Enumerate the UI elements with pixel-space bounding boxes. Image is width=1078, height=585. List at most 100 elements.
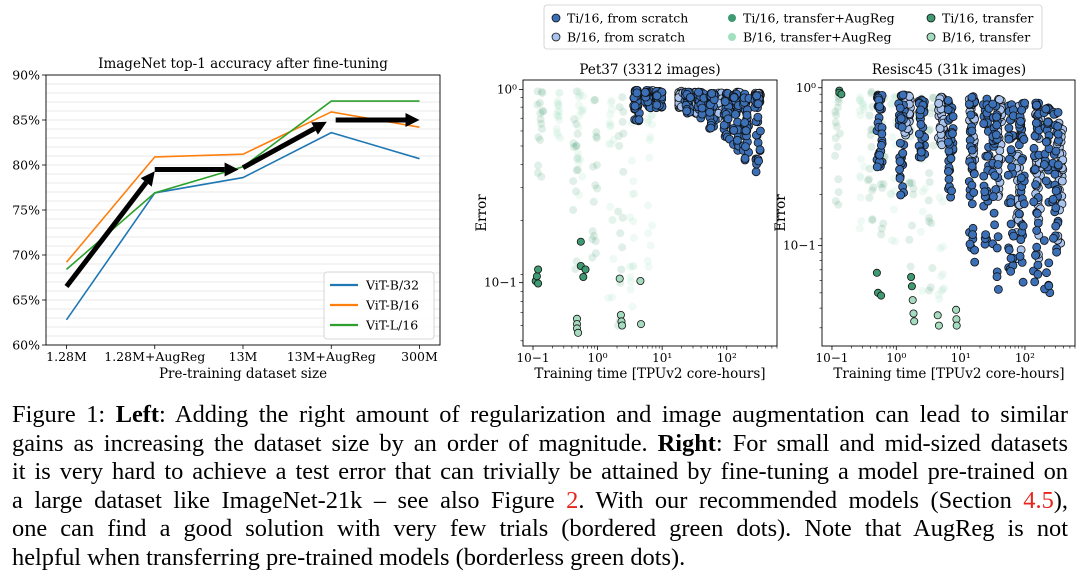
point-ti-16-from-scratch xyxy=(1019,199,1029,209)
caption-text: it is very hard to achieve a test error … xyxy=(12,458,1068,486)
point-ti-16-transfer-augreg xyxy=(589,197,598,206)
point-b-16-transfer-augreg xyxy=(573,148,582,157)
point-b-16-transfer-augreg xyxy=(645,153,654,162)
point-ti-16-from-scratch xyxy=(634,115,644,125)
point-ti-16-from-scratch xyxy=(740,153,750,163)
x-tick-label: 10² xyxy=(1015,351,1035,365)
point-b-16-transfer-augreg xyxy=(578,172,587,181)
legend-label: B/16, transfer+AugReg xyxy=(743,30,892,45)
point-b-16-transfer-augreg xyxy=(608,105,616,114)
point-ti-16-transfer-augreg xyxy=(866,131,875,140)
point-b-16-transfer-augreg xyxy=(575,112,583,121)
point-ti-16-transfer-augreg xyxy=(868,216,877,225)
point-ti-16-transfer-augreg xyxy=(925,178,934,187)
point-b-16-transfer-augreg xyxy=(856,96,864,105)
point-ti-16-from-scratch xyxy=(967,180,977,190)
point-ti-16-from-scratch xyxy=(965,239,975,249)
point-b-16-transfer-augreg xyxy=(629,217,638,226)
point-ti-16-transfer xyxy=(907,282,916,291)
point-b-16-transfer-augreg xyxy=(938,285,947,294)
point-ti-16-from-scratch xyxy=(875,102,884,111)
figure: ImageNet top-1 accuracy after fine-tunin… xyxy=(12,4,1076,382)
point-b-16-transfer-augreg xyxy=(887,190,896,199)
point-ti-16-transfer-augreg xyxy=(591,95,600,104)
point-b-16-transfer-augreg xyxy=(643,118,652,127)
legend-label: B/16, transfer xyxy=(942,30,1030,45)
point-ti-16-transfer-augreg xyxy=(570,143,578,151)
point-ti-16-transfer-augreg xyxy=(877,224,886,233)
point-ti-16-transfer-augreg xyxy=(832,122,841,131)
caption-reference-link[interactable]: 2 xyxy=(566,486,579,514)
left-legend: ViT-B/32 ViT-B/16 ViT-L/16 xyxy=(323,271,435,340)
point-ti-16-from-scratch xyxy=(970,245,979,255)
point-ti-16-from-scratch xyxy=(896,190,906,200)
legend-entry: B/16, from scratch xyxy=(551,30,685,45)
point-b-16-transfer-augreg xyxy=(607,96,616,105)
point-ti-16-transfer-augreg xyxy=(573,129,582,138)
point-ti-16-from-scratch xyxy=(979,171,989,181)
point-ti-16-transfer-augreg xyxy=(865,111,874,120)
point-ti-16-from-scratch xyxy=(1043,117,1053,127)
improvement-arrow xyxy=(241,121,327,170)
point-b-16-transfer-augreg xyxy=(886,99,895,108)
point-b-16-transfer-augreg xyxy=(889,93,898,102)
point-ti-16-from-scratch xyxy=(877,129,887,139)
point-ti-16-from-scratch xyxy=(706,123,716,133)
point-ti-16-transfer xyxy=(576,237,585,246)
point-ti-16-from-scratch xyxy=(1018,221,1028,231)
point-ti-16-transfer-augreg xyxy=(572,141,581,150)
resisc45-y-axis-label: Error xyxy=(773,194,789,232)
point-ti-16-transfer-augreg xyxy=(879,219,888,228)
point-ti-16-from-scratch xyxy=(943,137,953,147)
point-b-16-transfer-augreg xyxy=(604,294,613,303)
point-b-16-transfer-augreg xyxy=(554,131,562,140)
point-ti-16-from-scratch xyxy=(740,118,750,127)
legend-marker xyxy=(926,13,936,23)
point-b-16-transfer xyxy=(910,317,919,326)
caption-text: gains as increasing the dataset size by … xyxy=(12,429,658,457)
caption-reference-link[interactable]: 4.5 xyxy=(1023,486,1054,514)
point-b-16-transfer-augreg xyxy=(554,111,563,120)
point-ti-16-transfer-augreg xyxy=(572,166,581,175)
legend-entry: Ti/16, transfer+AugReg xyxy=(728,11,895,26)
point-ti-16-transfer-augreg xyxy=(835,129,844,138)
caption-line: one can find a good solution with very f… xyxy=(12,515,1068,544)
legend-entry: ViT-B/16 xyxy=(330,298,419,313)
point-ti-16-transfer xyxy=(534,279,543,288)
legend-marker xyxy=(728,14,736,22)
point-ti-16-from-scratch xyxy=(947,186,956,196)
point-ti-16-from-scratch xyxy=(652,91,662,101)
point-ti-16-transfer-augreg xyxy=(869,183,878,192)
point-ti-16-transfer-augreg xyxy=(865,175,873,184)
point-ti-16-from-scratch xyxy=(1014,209,1024,219)
point-ti-16-from-scratch xyxy=(914,129,924,139)
x-tick-label: 1.28M xyxy=(46,349,87,364)
left-annotation-arrows xyxy=(64,113,420,289)
point-ti-16-transfer-augreg xyxy=(834,98,843,106)
point-ti-16-from-scratch xyxy=(967,92,977,102)
resisc45-points xyxy=(831,86,1068,330)
caption-text: ), xyxy=(1053,486,1069,514)
point-ti-16-from-scratch xyxy=(946,154,956,163)
point-b-16-transfer-augreg xyxy=(647,112,656,121)
point-ti-16-from-scratch xyxy=(943,96,953,105)
point-ti-16-transfer-augreg xyxy=(905,235,914,244)
point-b-16-transfer-augreg xyxy=(857,99,866,108)
point-ti-16-transfer-augreg xyxy=(618,213,627,222)
point-ti-16-from-scratch xyxy=(1040,160,1049,169)
point-b-16-transfer-augreg xyxy=(887,236,896,245)
resisc45-plot-frame xyxy=(821,79,1076,347)
caption-text: a large dataset like ImageNet-21k – see … xyxy=(12,486,567,514)
caption-text: : For small and mid-sized datasets xyxy=(715,429,1068,457)
point-ti-16-from-scratch xyxy=(916,147,926,157)
point-ti-16-transfer-augreg xyxy=(569,139,578,148)
x-tick-label: 10⁰ xyxy=(886,351,906,365)
point-b-16-transfer-augreg xyxy=(576,155,585,164)
point-ti-16-from-scratch xyxy=(729,125,739,135)
right-shared-legend: Ti/16, from scratch Ti/16, transfer+AugRe… xyxy=(543,4,1043,50)
point-ti-16-from-scratch xyxy=(753,99,763,109)
series-b-16-transfer xyxy=(573,274,646,337)
point-ti-16-from-scratch xyxy=(948,112,958,121)
point-ti-16-transfer-augreg xyxy=(570,115,579,124)
point-b-16-transfer-augreg xyxy=(856,193,865,202)
